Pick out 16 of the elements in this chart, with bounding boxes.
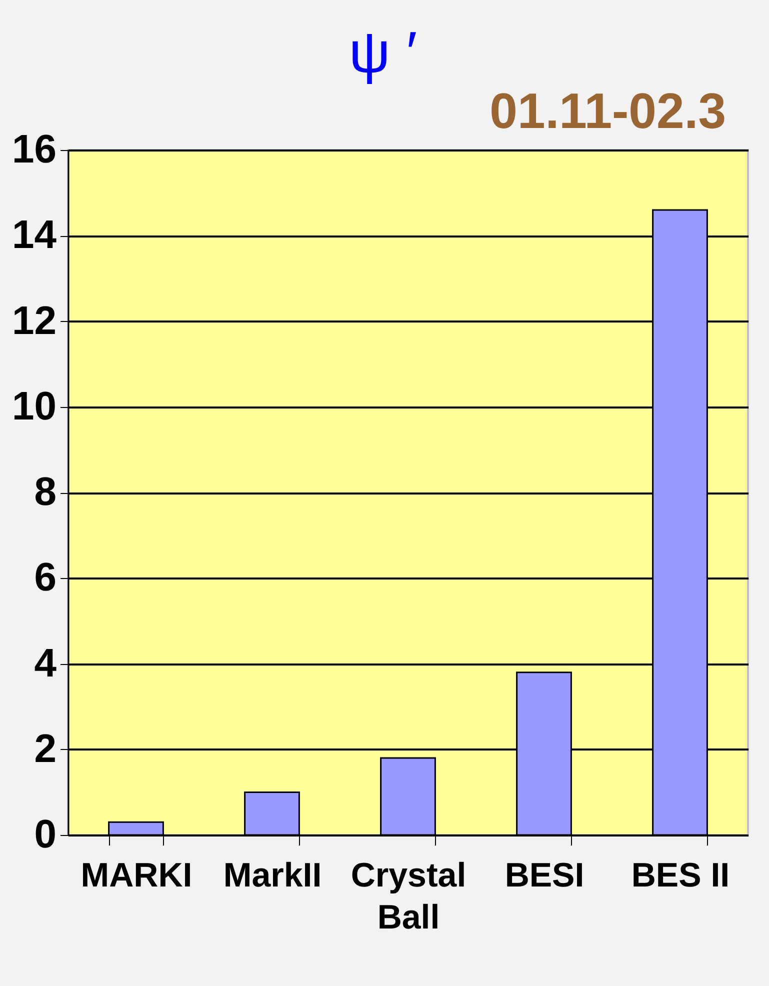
y-tick-label: 4 xyxy=(34,641,58,686)
y-tick-label: 0 xyxy=(34,812,56,856)
y-tick-label: 14 xyxy=(12,213,58,258)
x-tick-label: MarkII xyxy=(223,856,322,894)
x-tick-label: BESI xyxy=(504,856,584,894)
chart-subtitle: 01.11-02.3 xyxy=(490,83,726,139)
y-tick-label: 12 xyxy=(12,298,56,343)
y-tick-label: 2 xyxy=(34,726,56,771)
x-tick-label: BES II xyxy=(631,856,730,894)
y-tick-label: 10 xyxy=(12,384,56,428)
chart-title: ψ ′ xyxy=(348,20,418,85)
x-tick-label: Crystal Ball xyxy=(350,856,466,936)
y-tick-label: 16 xyxy=(12,128,56,172)
y-tick-label: 6 xyxy=(34,556,56,600)
x-tick-label: MARKI xyxy=(80,856,192,894)
y-tick-label: 8 xyxy=(34,470,56,514)
